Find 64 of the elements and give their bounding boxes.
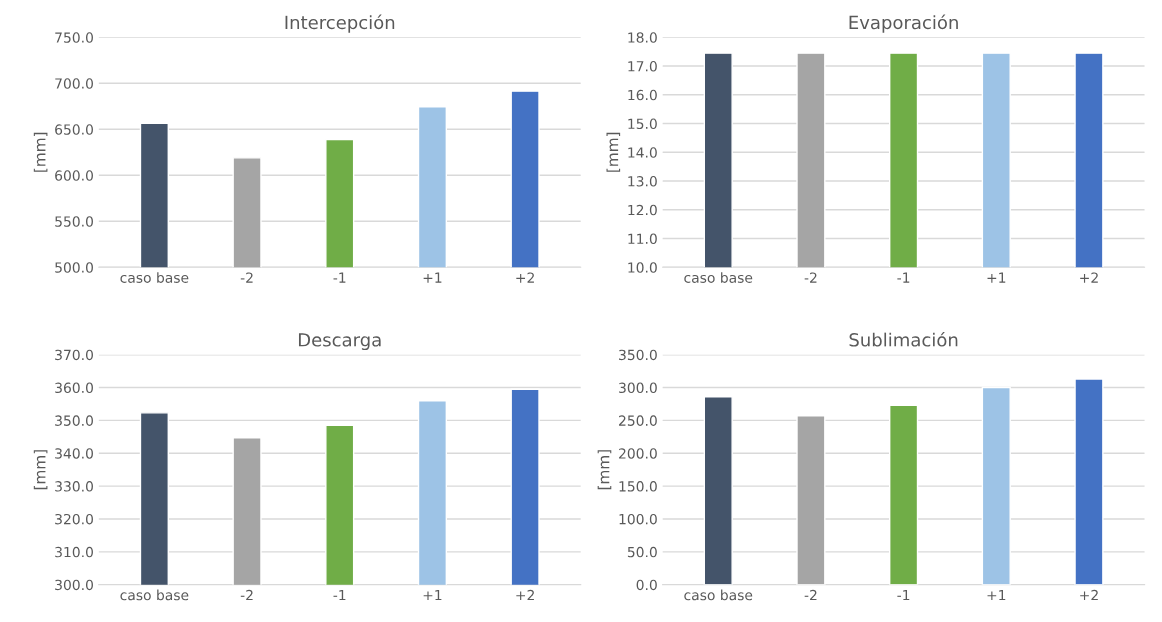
y-tick-label: 17.0 bbox=[628, 61, 657, 72]
y-tick-label: 250.0 bbox=[619, 415, 657, 426]
x-tick-label: caso base bbox=[120, 589, 189, 601]
x-tick-label: +1 bbox=[423, 272, 442, 283]
y-tick-label: 12.0 bbox=[628, 204, 657, 216]
chart-title: Intercepción bbox=[285, 14, 395, 33]
y-tick-label: 16.0 bbox=[628, 89, 657, 101]
x-tick-label: +1 bbox=[423, 589, 442, 601]
x-tick-label: -1 bbox=[333, 589, 346, 601]
y-tick-label: 550.0 bbox=[55, 216, 93, 227]
y-tick-label: 18.0 bbox=[628, 32, 657, 43]
x-tick-label: +2 bbox=[1080, 272, 1098, 283]
y-tick-label: 350.0 bbox=[55, 415, 93, 426]
y-tick-label: 10.0 bbox=[628, 262, 657, 273]
y-tick-label: 13.0 bbox=[628, 176, 657, 187]
x-tick-label: -2 bbox=[804, 272, 817, 283]
y-tick-label: 11.0 bbox=[628, 233, 657, 245]
x-tick-label: -2 bbox=[804, 589, 817, 601]
y-tick-label: 650.0 bbox=[55, 124, 93, 135]
y-tick-label: 330.0 bbox=[55, 481, 93, 492]
y-tick-label: 14.0 bbox=[628, 147, 657, 158]
y-tick-label: 300.0 bbox=[619, 382, 657, 394]
y-tick-label: 100.0 bbox=[619, 513, 657, 525]
y-tick-label: 700.0 bbox=[55, 78, 93, 89]
bar bbox=[796, 415, 826, 585]
y-tick-label: 360.0 bbox=[55, 382, 93, 394]
chart-title: Descarga bbox=[298, 333, 381, 351]
x-tick-label: +1 bbox=[987, 272, 1006, 283]
x-tick-label: +2 bbox=[516, 589, 534, 601]
bar bbox=[981, 386, 1011, 585]
x-tick-label: caso base bbox=[684, 272, 753, 283]
x-tick-label: caso base bbox=[120, 272, 189, 283]
y-tick-label: 310.0 bbox=[55, 546, 93, 558]
bar bbox=[889, 404, 919, 585]
y-tick-label: 340.0 bbox=[55, 448, 93, 459]
y-tick-label: 15.0 bbox=[628, 118, 657, 130]
bar bbox=[1074, 378, 1104, 585]
y-tick-label: 320.0 bbox=[55, 513, 93, 525]
y-tick-label: 300.0 bbox=[55, 579, 93, 591]
chart-title: Sublimación bbox=[849, 331, 958, 347]
x-tick-label: +1 bbox=[987, 589, 1006, 601]
y-tick-label: 50.0 bbox=[627, 546, 657, 558]
y-tick-label: 500.0 bbox=[55, 262, 93, 273]
y-axis-title: [mm] bbox=[606, 132, 621, 172]
x-tick-label: -1 bbox=[333, 272, 346, 283]
y-tick-label: 600.0 bbox=[55, 170, 93, 181]
y-axis-title: [mm] bbox=[33, 132, 48, 172]
y-tick-label: 750.0 bbox=[55, 32, 93, 43]
y-tick-label: 0.0 bbox=[636, 579, 657, 591]
y-tick-label: 370.0 bbox=[55, 349, 93, 361]
y-axis-title: [mm] bbox=[33, 450, 48, 490]
x-tick-label: -1 bbox=[897, 589, 910, 601]
y-tick-label: 350.0 bbox=[619, 349, 657, 361]
x-tick-label: +2 bbox=[1080, 589, 1098, 601]
bar bbox=[703, 396, 733, 585]
x-tick-label: +2 bbox=[516, 272, 534, 283]
x-tick-label: -2 bbox=[240, 272, 253, 283]
y-axis-title: [mm] bbox=[597, 450, 612, 490]
x-tick-label: -2 bbox=[240, 589, 253, 601]
x-tick-label: -1 bbox=[897, 272, 910, 283]
x-tick-label: caso base bbox=[684, 589, 753, 601]
y-tick-label: 150.0 bbox=[619, 481, 657, 492]
chart-title: Evaporación bbox=[849, 14, 958, 33]
y-tick-label: 200.0 bbox=[619, 448, 657, 459]
